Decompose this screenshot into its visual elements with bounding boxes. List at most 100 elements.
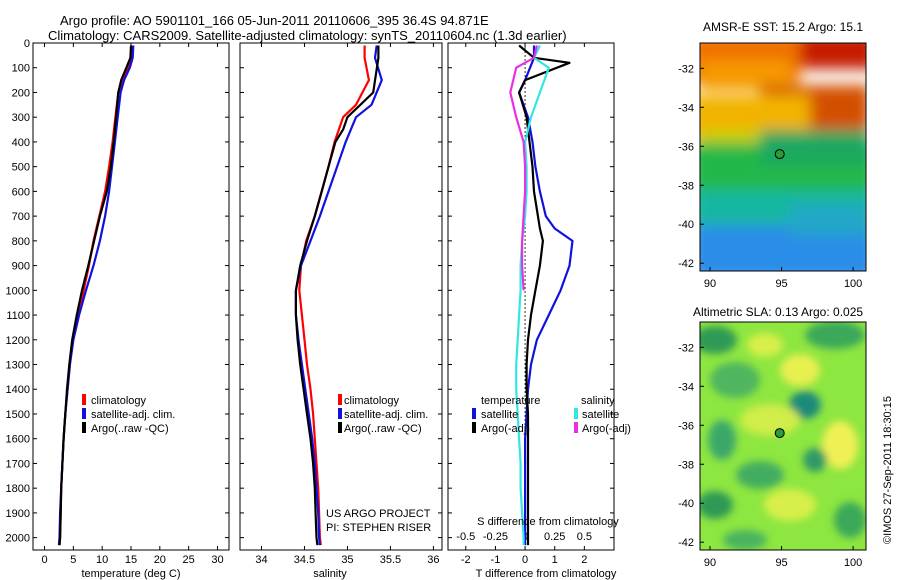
temperature-panel: 0100200300400500600700800900100011001200… [6,38,230,580]
x-tick-label: 34.5 [294,554,315,566]
difference-frame [447,42,615,551]
map-y-tick-label: -38 [678,459,694,471]
map-x-tick-label: 90 [704,557,716,569]
credit-line-2: PI: STEPHEN RISER [326,522,431,534]
map-y-tick-label: -32 [678,342,694,354]
y-tick-label: 900 [12,261,30,273]
sst-map-frame [699,42,867,272]
sla-argo-marker [774,428,785,439]
difference-xlabel-salinity: S difference from climatology [477,516,619,528]
map-x-tick-label: 95 [775,557,787,569]
temperature-x-axis: 0 5 10 15 20 25 30 [41,43,224,566]
salinity-series [294,45,383,546]
salinity-plot-area [240,43,442,550]
y-tick-label: 1700 [6,458,30,470]
sla-map-axes: -32 -34 -36 -38 -40 -42 90 95 100 [678,342,862,569]
legend-label-climatology: climatology [91,395,147,407]
difference-plot-area [448,43,614,550]
x-tick-label: 34 [255,554,267,566]
y-tick-label: 700 [12,211,30,223]
y-tick-label: 2000 [6,533,30,545]
x-tick-label: 15 [125,554,137,566]
salinity-xlabel: salinity [313,568,347,580]
sst-map-axes: -32 -34 -36 -38 -40 -42 90 95 100 [678,63,862,290]
temperature-frame [32,42,230,551]
map-y-tick-label: -36 [678,141,694,153]
header-line-1: Argo profile: AO 5901101_166 05-Jun-2011… [60,13,489,28]
y-tick-label: 1200 [6,335,30,347]
salinity-frame [239,42,443,551]
legend-swatch-t-argo [472,422,476,433]
series-line-salinity-argo-adj- [509,45,538,291]
x-tick-label: 5 [70,554,76,566]
difference-series [509,44,574,546]
x-tick-label: 0 [522,554,528,566]
y-tick-label: 200 [12,87,30,99]
y-tick-label: 300 [12,112,30,124]
y-tick-label: 1900 [6,508,30,520]
temperature-xlabel: temperature (deg C) [81,568,180,580]
x-tick-label: 35.5 [380,554,401,566]
credit-line-1: US ARGO PROJECT [326,508,431,520]
y-tick-label: 1100 [6,310,30,322]
legend-label-t-argo: Argo(-adj) [481,423,530,435]
map-y-tick-label: -42 [678,258,694,270]
map-y-tick-label: -36 [678,420,694,432]
salinity-y-ticks [240,42,442,539]
legend-swatch-s-argo [574,422,578,433]
y-tick-label: 1400 [6,384,30,396]
temperature-legend: climatology satellite-adj. clim. Argo(..… [82,394,175,435]
sla-map-panel: Altimetric SLA: 0.13 Argo: 0.025 [678,305,867,569]
legend-label-argo: Argo(..raw -QC) [91,423,169,435]
map-y-tick-label: -42 [678,537,694,549]
legend-label-climatology: climatology [344,395,400,407]
y-tick-label: 600 [12,186,30,198]
x-tick-label: 36 [427,554,439,566]
legend-swatch-climatology [338,394,342,405]
legend-swatch-climatology [82,394,86,405]
sst-heatmap [700,43,866,271]
x-tick-label: 30 [211,554,223,566]
map-y-tick-label: -40 [678,498,694,510]
y-tick-label: 400 [12,137,30,149]
sla-map-title: Altimetric SLA: 0.13 Argo: 0.025 [693,305,863,319]
map-x-tick-label: 100 [844,557,862,569]
map-x-tick-label: 90 [704,278,716,290]
salinity-x-axis: 34 34.5 35 35.5 36 [255,43,440,566]
y-tick-label: 100 [12,63,30,75]
imos-timestamp: ©IMOS 27-Sep-2011 18:30:15 [882,396,894,544]
sst-map-title: AMSR-E SST: 15.2 Argo: 15.1 [703,20,863,34]
difference-legend: temperature salinity satellite Argo(-adj… [472,395,631,435]
y-tick-label: 800 [12,236,30,248]
x-tick-label: 35 [341,554,353,566]
legend-title-temperature: temperature [481,395,540,407]
sla-map-frame [699,321,867,551]
map-x-tick-label: 95 [775,278,787,290]
x-tick-label: 25 [183,554,195,566]
map-y-tick-label: -34 [678,381,694,393]
legend-swatch-argo [338,422,342,433]
series-line-salinity-satellite [515,45,550,546]
x-tick-label-salinity: -0.5 [456,531,475,543]
legend-label-s-argo: Argo(-adj) [582,423,631,435]
x-tick-label: 0 [41,554,47,566]
x-tick-label: 10 [96,554,108,566]
temperature-plot-area [33,43,229,550]
x-tick-label: -1 [491,554,501,566]
y-tick-label: 1300 [6,360,30,372]
series-line-argo-raw-qc- [294,45,380,546]
series-line-climatology [298,45,370,546]
x-tick-label: 20 [154,554,166,566]
y-tick-label: 500 [12,162,30,174]
x-tick-label: 1 [552,554,558,566]
map-y-tick-label: -34 [678,102,694,114]
difference-x-axis: -2 -1 0 1 2 [461,43,587,566]
temperature-series [57,45,135,546]
y-tick-label: 1600 [6,434,30,446]
y-tick-label: 1500 [6,409,30,421]
legend-label-s-satellite: satellite [582,409,619,421]
legend-swatch-t-satellite [472,408,476,419]
x-tick-label: -2 [461,554,471,566]
legend-title-salinity: salinity [581,395,615,407]
